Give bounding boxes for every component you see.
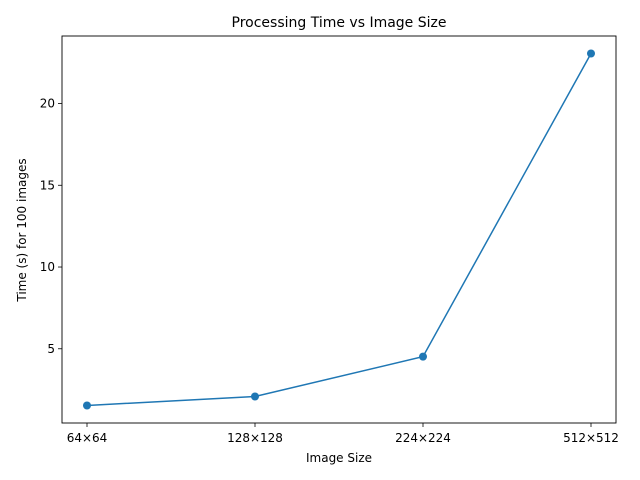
y-tick-label: 10: [40, 260, 55, 274]
x-tick-label: 64×64: [67, 431, 108, 445]
x-tick-label: 512×512: [563, 431, 619, 445]
y-tick-label: 5: [47, 342, 55, 356]
y-tick-label: 20: [40, 97, 55, 111]
data-point: [587, 49, 595, 58]
x-tick-label: 224×224: [395, 431, 451, 445]
data-point: [251, 392, 259, 401]
x-tick-label: 128×128: [227, 431, 283, 445]
y-axis-label: Time (s) for 100 images: [15, 158, 29, 302]
data-point: [83, 401, 91, 410]
series-line: [86, 53, 592, 407]
plot-frame: [61, 35, 617, 424]
data-point: [419, 352, 427, 361]
axis-ticks: 64×64 128×128 224×224 512×512 5 10 15 20: [40, 97, 619, 445]
y-tick-label: 15: [40, 178, 55, 192]
x-axis-label: Image Size: [306, 451, 372, 465]
chart-title: Processing Time vs Image Size: [232, 15, 447, 31]
data-series: [83, 49, 595, 410]
